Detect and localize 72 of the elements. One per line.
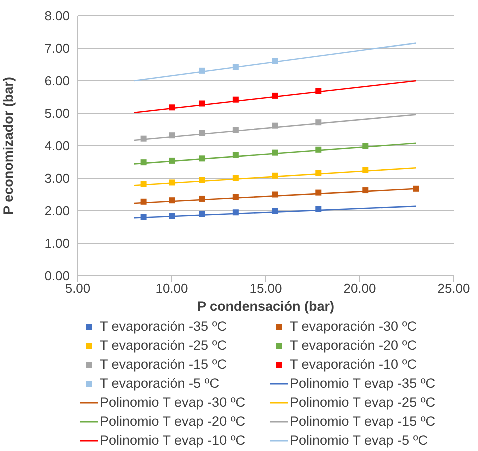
x-tick-label: 20.00 xyxy=(344,281,376,296)
legend-label: T evaporación -5 ºC xyxy=(100,376,220,391)
point xyxy=(272,92,278,99)
point xyxy=(199,100,206,107)
point xyxy=(272,172,278,179)
point xyxy=(316,146,322,153)
legend-label: Polinomio T evap -20 ºC xyxy=(100,414,246,429)
point xyxy=(140,181,147,188)
y-tick-label: 7.00 xyxy=(44,41,70,56)
point xyxy=(316,120,322,126)
y-tick-label: 1.00 xyxy=(44,236,70,252)
point xyxy=(199,130,206,136)
point xyxy=(199,156,206,162)
point xyxy=(272,208,278,214)
legend-label: T evaporación -35 ºC xyxy=(100,319,227,334)
point xyxy=(199,196,206,202)
point xyxy=(272,150,278,156)
point xyxy=(413,186,420,192)
point xyxy=(232,194,239,200)
point xyxy=(272,192,278,198)
point xyxy=(199,211,206,218)
x-tick-label: 15.00 xyxy=(250,281,282,296)
legend-label: Polinomio T evap -15 ºC xyxy=(290,414,436,429)
legend-label: Polinomio T evap -25 ºC xyxy=(290,395,436,410)
x-tick-label: 25.00 xyxy=(438,281,470,296)
x-axis-title: P condensación (bar) xyxy=(196,299,336,314)
point xyxy=(199,68,206,74)
point xyxy=(232,152,239,158)
y-tick-label: 6.00 xyxy=(44,74,70,89)
point xyxy=(316,190,322,196)
point xyxy=(232,210,239,216)
point xyxy=(316,206,322,212)
point xyxy=(199,177,206,184)
y-tick-label: 5.00 xyxy=(44,106,70,122)
point xyxy=(169,198,175,204)
legend-label: Polinomio T evap -10 ºC xyxy=(100,433,246,448)
point xyxy=(140,214,147,220)
point xyxy=(169,158,175,164)
point xyxy=(232,96,239,103)
point xyxy=(316,88,322,94)
legend-label: T evaporación -15 ºC xyxy=(100,357,227,372)
y-tick-label: 2.00 xyxy=(44,204,70,219)
point xyxy=(169,104,175,111)
legend-label: T evaporación -25 ºC xyxy=(100,338,227,353)
point xyxy=(232,64,239,70)
y-tick-label: 3.00 xyxy=(44,171,70,186)
point xyxy=(272,122,278,129)
point xyxy=(362,143,369,150)
legend-label: Polinomio T evap -35 ºC xyxy=(290,376,436,391)
point xyxy=(232,127,239,134)
point xyxy=(140,160,147,166)
point xyxy=(316,170,322,176)
legend-label: T evaporación -20 ºC xyxy=(290,338,417,353)
x-tick-label: 10.00 xyxy=(156,281,188,296)
point xyxy=(232,175,239,182)
legend-label: T evaporación -30 ºC xyxy=(290,319,417,334)
point xyxy=(169,132,175,139)
x-tick-label: 5.00 xyxy=(65,281,91,296)
point xyxy=(169,180,175,186)
legend-label: Polinomio T evap -30 ºC xyxy=(100,395,246,410)
y-tick-label: 0.00 xyxy=(44,268,70,284)
point xyxy=(362,167,369,174)
point xyxy=(140,136,147,142)
y-axis-title: P economizador (bar) xyxy=(0,77,16,215)
y-tick-label: 8.00 xyxy=(44,8,70,24)
legend-label: Polinomio T evap -5 ºC xyxy=(290,433,428,448)
point xyxy=(140,198,147,205)
point xyxy=(272,58,278,64)
y-tick-label: 4.00 xyxy=(44,138,70,154)
point xyxy=(362,188,369,194)
legend-label: T evaporación -10 ºC xyxy=(290,357,417,372)
point xyxy=(169,213,175,220)
